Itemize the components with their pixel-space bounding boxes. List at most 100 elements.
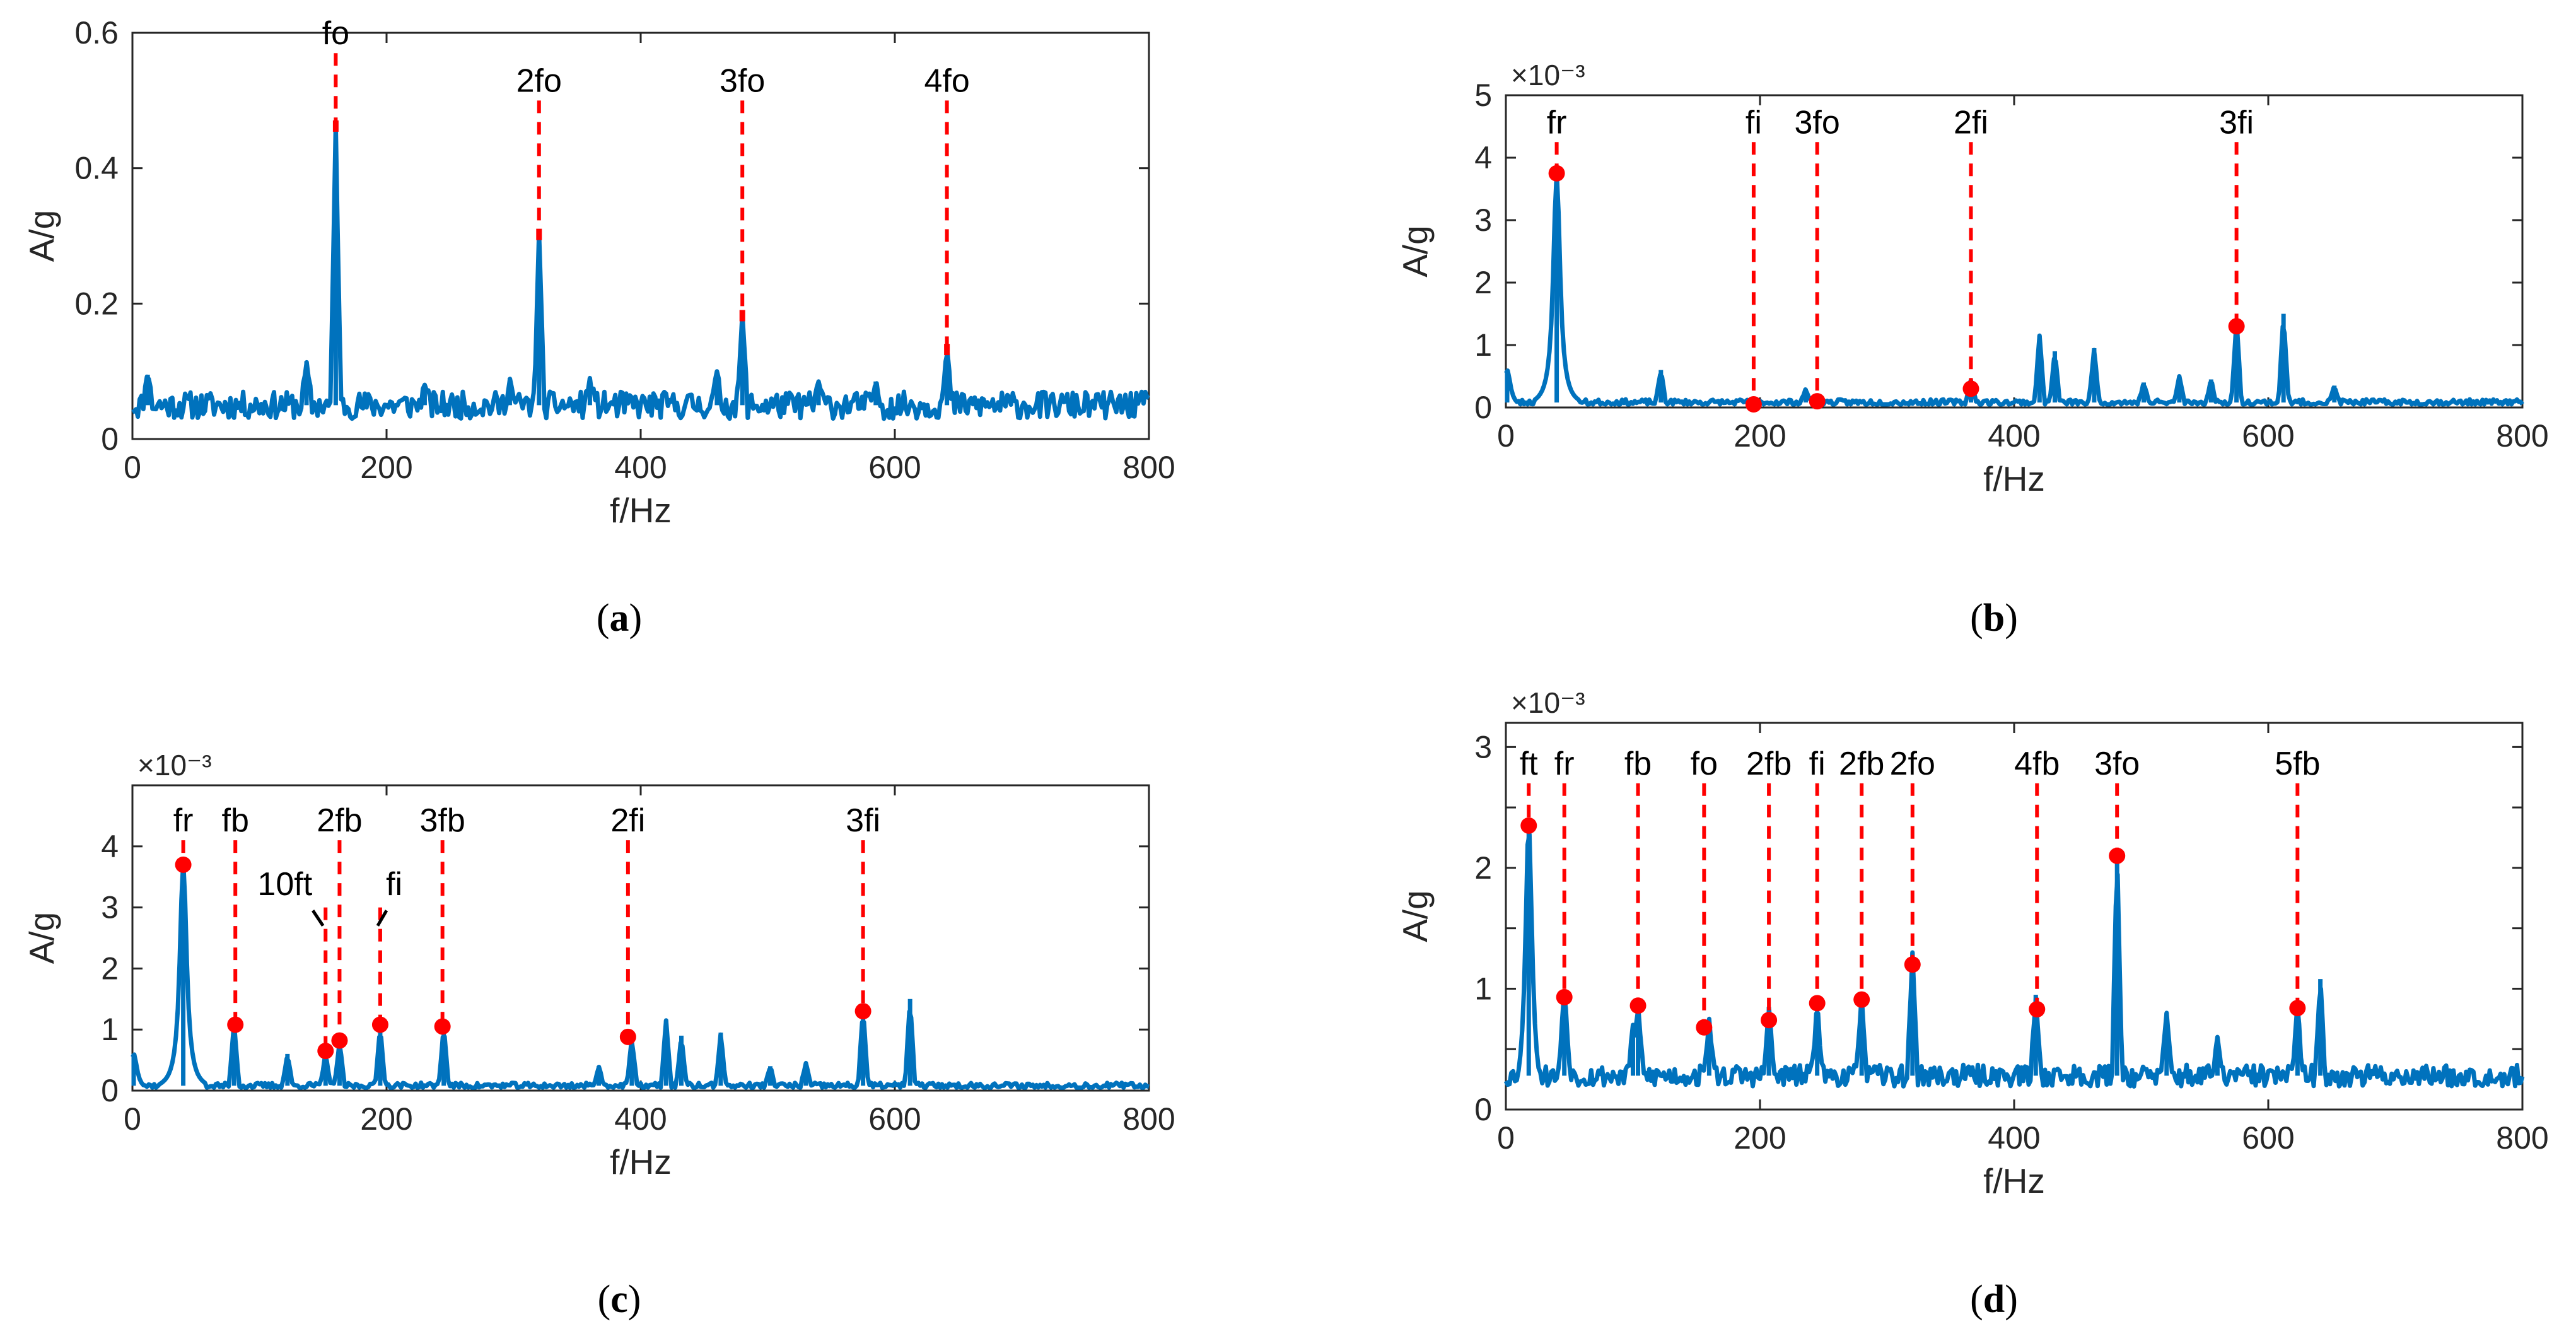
annotation-marker <box>227 1016 244 1033</box>
annotation-label: fo <box>322 15 349 52</box>
annotation-label: fb <box>1624 746 1652 782</box>
annotation-label: 5fb <box>2275 746 2320 782</box>
annotation-label: 3fi <box>2219 104 2254 141</box>
annotation-marker <box>2289 1000 2306 1017</box>
annotation-marker <box>371 1016 388 1033</box>
annotation-label: 3fo <box>720 62 765 99</box>
annotation-label: 2fb <box>317 802 362 839</box>
annotation-marker <box>854 1003 871 1020</box>
y-axis-label: A/g <box>1396 225 1435 278</box>
panel-caption: (c) <box>598 1278 641 1321</box>
x-tick-label: 600 <box>2242 1120 2294 1156</box>
x-tick-label: 0 <box>124 450 141 485</box>
annotation-label: 2fo <box>1890 746 1935 782</box>
annotation-label: fb <box>222 802 249 839</box>
panel-caption: (b) <box>1970 597 2018 640</box>
plot-frame <box>131 32 1150 440</box>
annotation-label: 4fb <box>2014 746 2060 782</box>
annotation-arrow-label: 10ft <box>257 866 312 903</box>
annotation-label: 4fo <box>924 62 969 99</box>
annotation-label: 2fb <box>1839 746 1884 782</box>
y-tick-label: 1 <box>1474 327 1492 363</box>
annotation-marker <box>1745 396 1762 413</box>
y-tick-label: 5 <box>1474 78 1492 113</box>
y-axis-label: A/g <box>22 912 61 964</box>
x-tick-label: 600 <box>2242 418 2294 454</box>
annotation-label: fi <box>1809 746 1826 782</box>
y-tick-label: 4 <box>1474 140 1492 175</box>
annotation-marker <box>1809 393 1826 410</box>
y-tick-label: 0.2 <box>74 286 119 321</box>
annotation-marker <box>1809 995 1826 1012</box>
annotation-marker <box>1548 165 1565 182</box>
annotation-marker <box>1761 1012 1778 1029</box>
annotation-marker <box>2029 1001 2046 1018</box>
y-tick-label: 3 <box>101 890 119 925</box>
x-tick-label: 200 <box>1734 1120 1786 1156</box>
annotation-label: 2fi <box>1954 104 1988 141</box>
y-tick-label: 0 <box>101 1073 119 1108</box>
x-tick-label: 800 <box>2496 1120 2548 1156</box>
x-tick-label: 0 <box>1497 418 1515 454</box>
annotation-label: 3fi <box>846 802 880 839</box>
annotation-label: 3fo <box>2094 746 2140 782</box>
plot-frame <box>1505 94 2524 409</box>
annotation-marker <box>619 1028 636 1045</box>
annotation-marker <box>434 1018 451 1035</box>
annotation-marker <box>175 856 192 873</box>
annotation-label: ft <box>1520 746 1538 782</box>
y-tick-label: 0 <box>1474 390 1492 425</box>
annotation-marker <box>2228 318 2245 335</box>
y-tick-label: 3 <box>1474 729 1492 765</box>
y-axis-label: A/g <box>1396 890 1435 942</box>
y-tick-label: 0 <box>1474 1092 1492 1127</box>
annotation-marker <box>1904 956 1921 973</box>
y-tick-label: 0.6 <box>74 15 119 50</box>
x-tick-label: 600 <box>868 1101 921 1137</box>
x-tick-label: 800 <box>2496 418 2548 454</box>
y-tick-label: 2 <box>101 951 119 986</box>
x-tick-label: 400 <box>1988 418 2040 454</box>
x-tick-label: 800 <box>1122 450 1175 485</box>
chart-panel-a: 0 200 400 600 800 0 0.2 0.4 0.6 f/Hz A/g fo 2fo 3fo 4f… <box>22 15 1175 640</box>
x-tick-label: 400 <box>1988 1120 2040 1156</box>
x-tick-label: 0 <box>1497 1120 1515 1156</box>
x-tick-label: 200 <box>360 450 412 485</box>
annotation-label: fr <box>1547 104 1567 141</box>
x-tick-label: 600 <box>868 450 921 485</box>
annotation-label: fr <box>1554 746 1575 782</box>
annotation-label: 2fb <box>1746 746 1792 782</box>
annotation-label: fo <box>1691 746 1718 782</box>
annotation-marker <box>331 1032 348 1049</box>
x-axis-label: f/Hz <box>1983 459 2045 498</box>
annotation-label: 3fb <box>420 802 465 839</box>
y-exponent-label: ×10⁻³ <box>137 749 212 782</box>
x-tick-label: 400 <box>614 1101 667 1137</box>
annotation-arrow <box>376 910 388 927</box>
y-tick-label: 0.4 <box>74 151 119 186</box>
x-tick-label: 800 <box>1122 1101 1175 1137</box>
annotation-marker <box>317 1043 334 1060</box>
x-tick-label: 200 <box>360 1101 412 1137</box>
x-axis-label: f/Hz <box>610 491 672 530</box>
chart-panel-d: 0 200 400 600 800 0 1 2 3 f/Hz A/g ×10⁻³ ft fr fb fo 2fb… <box>1396 686 2549 1321</box>
chart-panel-c: 0 200 400 600 800 0 1 2 3 4 f/Hz A/g ×10⁻³ fr fb 2fb 3fb… <box>22 749 1175 1321</box>
panel-caption: (d) <box>1970 1278 2018 1321</box>
spectrum-line <box>131 122 1150 421</box>
annotation-marker <box>1962 380 1979 397</box>
spectrum-line <box>1503 832 2525 1089</box>
y-tick-label: 0 <box>101 421 119 457</box>
annotation-marker <box>1520 817 1537 834</box>
x-tick-label: 400 <box>614 450 667 485</box>
y-tick-label: 2 <box>1474 850 1492 886</box>
annotation-marker <box>1696 1019 1713 1036</box>
y-tick-label: 1 <box>1474 971 1492 1006</box>
x-tick-label: 0 <box>124 1101 141 1137</box>
annotation-marker <box>1853 991 1870 1008</box>
y-exponent-label: ×10⁻³ <box>1511 686 1585 719</box>
annotation-marker <box>1556 988 1573 1005</box>
annotation-label: fr <box>173 802 194 839</box>
y-tick-label: 1 <box>101 1012 119 1047</box>
panel-caption: (a) <box>597 597 642 640</box>
